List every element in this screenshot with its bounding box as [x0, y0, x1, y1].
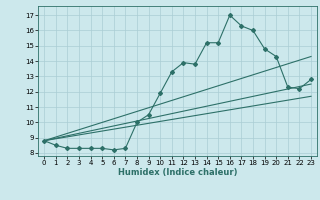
X-axis label: Humidex (Indice chaleur): Humidex (Indice chaleur)	[118, 168, 237, 177]
